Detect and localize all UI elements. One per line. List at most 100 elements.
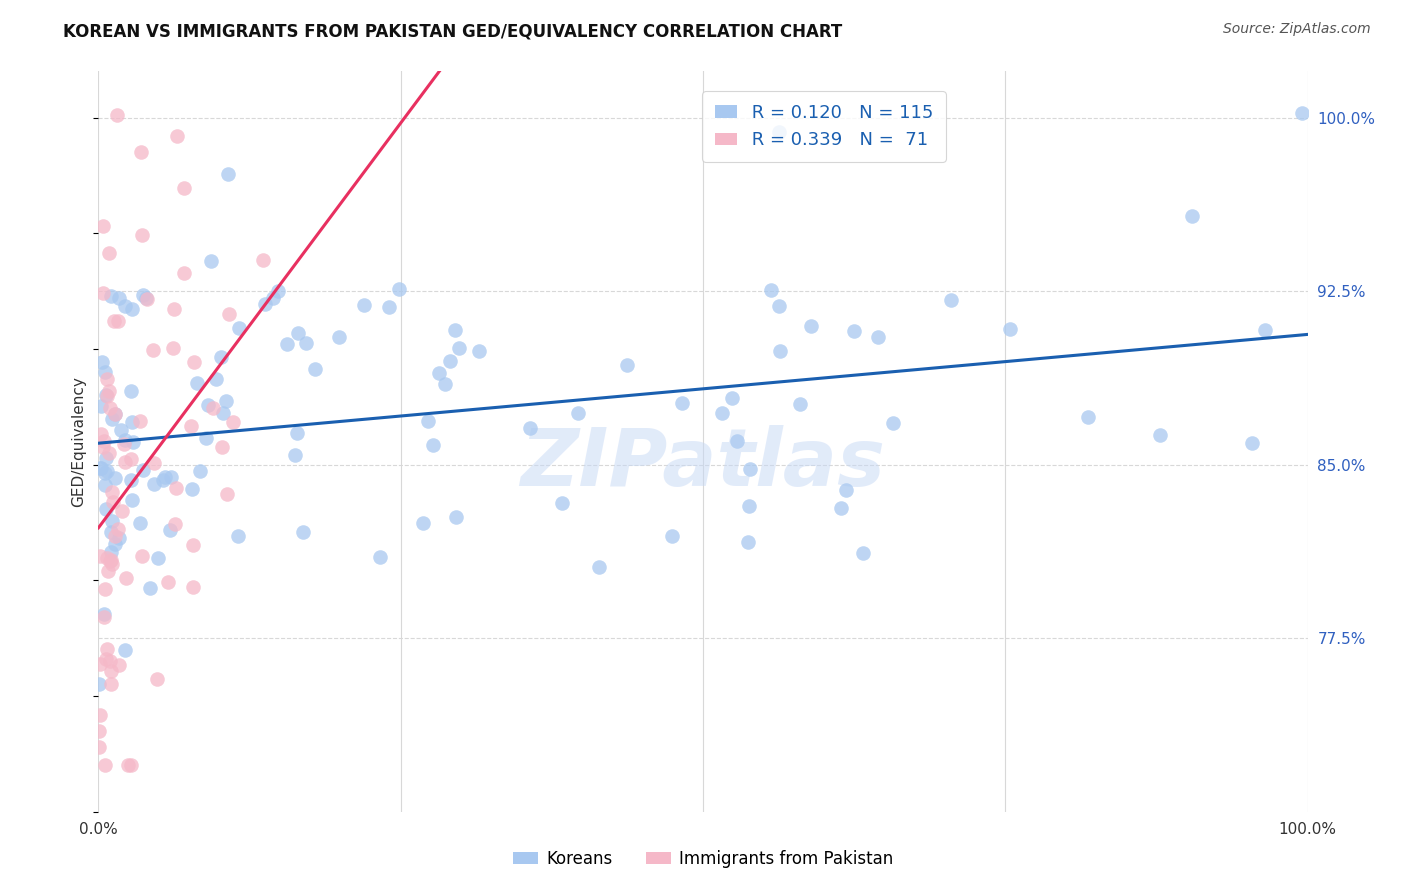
Point — [100, 412, 122, 426]
Point — [1077, 409, 1099, 424]
Point — [89, 707, 111, 722]
Legend:  R = 0.120   N = 115,  R = 0.339   N =  71: R = 0.120 N = 115, R = 0.339 N = 71 — [702, 92, 946, 161]
Point — [226, 528, 249, 542]
Point — [789, 397, 811, 411]
Point — [368, 549, 391, 564]
Point — [96, 641, 118, 656]
Point — [96, 389, 118, 403]
Point — [292, 525, 315, 540]
Point — [551, 496, 574, 510]
Point — [108, 658, 131, 673]
Point — [427, 366, 450, 380]
Point — [98, 446, 121, 460]
Point — [91, 440, 114, 454]
Point — [222, 415, 245, 429]
Point — [93, 609, 115, 624]
Point — [852, 546, 875, 560]
Point — [114, 433, 136, 447]
Text: ZIPatlas: ZIPatlas — [520, 425, 886, 503]
Point — [120, 758, 142, 772]
Point — [446, 510, 468, 524]
Point — [200, 253, 222, 268]
Point — [108, 291, 131, 305]
Point — [120, 474, 142, 488]
Point — [143, 456, 166, 470]
Point — [89, 549, 111, 563]
Point — [304, 362, 326, 376]
Point — [188, 464, 211, 478]
Point — [93, 758, 115, 772]
Point — [212, 406, 235, 420]
Point — [519, 421, 541, 435]
Point — [112, 437, 135, 451]
Point — [1000, 322, 1022, 336]
Point — [186, 376, 208, 391]
Point — [146, 673, 169, 687]
Point — [115, 571, 138, 585]
Point — [101, 495, 124, 509]
Point — [737, 499, 759, 513]
Point — [104, 408, 127, 422]
Point — [94, 478, 117, 492]
Point — [97, 564, 120, 578]
Point — [768, 125, 790, 139]
Point — [412, 516, 434, 531]
Point — [205, 372, 228, 386]
Text: KOREAN VS IMMIGRANTS FROM PAKISTAN GED/EQUIVALENCY CORRELATION CHART: KOREAN VS IMMIGRANTS FROM PAKISTAN GED/E… — [63, 22, 842, 40]
Point — [110, 423, 132, 437]
Point — [737, 534, 759, 549]
Point — [1240, 435, 1263, 450]
Point — [418, 414, 440, 428]
Point — [711, 406, 734, 420]
Point — [285, 425, 308, 440]
Point — [120, 452, 142, 467]
Point — [422, 438, 444, 452]
Point — [100, 545, 122, 559]
Text: Source: ZipAtlas.com: Source: ZipAtlas.com — [1223, 22, 1371, 37]
Point — [567, 406, 589, 420]
Point — [449, 341, 471, 355]
Point — [114, 455, 136, 469]
Point — [661, 529, 683, 543]
Point — [101, 557, 124, 571]
Point — [94, 387, 117, 401]
Point — [91, 354, 114, 368]
Point — [121, 492, 143, 507]
Point — [89, 657, 111, 671]
Point — [468, 343, 491, 358]
Point — [131, 287, 153, 301]
Point — [616, 358, 638, 372]
Point — [143, 477, 166, 491]
Point — [444, 323, 467, 337]
Point — [98, 401, 121, 416]
Point — [100, 677, 122, 691]
Point — [725, 434, 748, 448]
Point — [114, 642, 136, 657]
Point — [768, 299, 790, 313]
Point — [252, 253, 274, 268]
Point — [173, 266, 195, 280]
Point — [129, 516, 152, 530]
Point — [287, 326, 309, 340]
Y-axis label: GED/Equivalency: GED/Equivalency — [72, 376, 87, 507]
Point — [90, 427, 112, 442]
Point — [98, 384, 121, 398]
Point — [181, 482, 204, 496]
Point — [830, 500, 852, 515]
Point — [1180, 209, 1202, 223]
Point — [107, 314, 129, 328]
Point — [120, 384, 142, 398]
Point — [262, 291, 284, 305]
Point — [166, 129, 188, 144]
Point — [96, 464, 118, 478]
Point — [353, 298, 375, 312]
Point — [152, 473, 174, 487]
Point — [98, 553, 121, 567]
Point — [100, 514, 122, 528]
Point — [104, 529, 127, 543]
Point — [100, 553, 122, 567]
Point — [378, 300, 401, 314]
Point — [121, 301, 143, 316]
Point — [100, 664, 122, 678]
Point — [90, 461, 112, 475]
